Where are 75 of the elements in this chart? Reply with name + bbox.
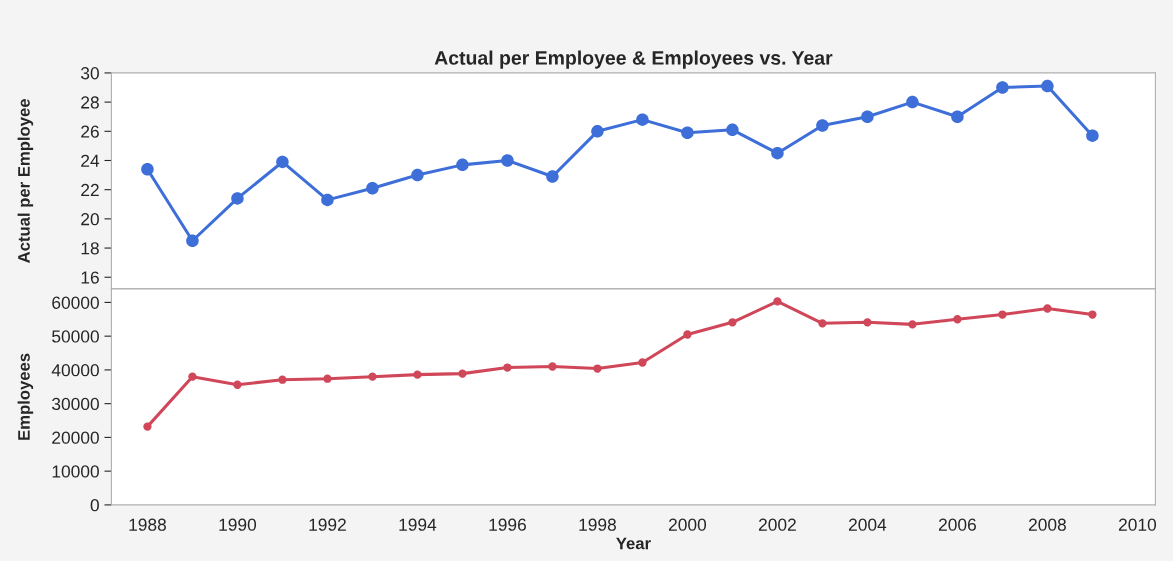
point xyxy=(953,315,962,324)
x-tick-label: 1988 xyxy=(129,518,166,531)
point xyxy=(773,297,782,306)
chart-title: Actual per Employee & Employees vs. Year xyxy=(434,50,833,69)
point xyxy=(998,310,1007,319)
point xyxy=(188,372,197,381)
point xyxy=(951,110,964,123)
point xyxy=(141,163,154,176)
y-tick-label: 30000 xyxy=(52,397,99,411)
point xyxy=(863,318,872,327)
point xyxy=(593,364,602,373)
y-axis-title: Actual per Employee xyxy=(17,99,34,263)
point xyxy=(816,119,829,132)
point xyxy=(906,95,919,109)
y-tick-label: 40000 xyxy=(51,364,99,377)
point xyxy=(818,319,827,328)
point xyxy=(276,155,289,169)
point xyxy=(1086,129,1099,142)
x-tick-label: 2010 xyxy=(1118,518,1157,531)
y-tick-label: 50000 xyxy=(52,330,99,343)
y-tick-label: 26 xyxy=(81,125,99,138)
point xyxy=(771,146,784,160)
point xyxy=(278,375,287,384)
point xyxy=(726,123,739,137)
point xyxy=(411,168,424,182)
point xyxy=(1088,310,1097,319)
y-tick-label: 30 xyxy=(80,67,99,80)
point xyxy=(683,330,692,339)
x-tick-label: 2006 xyxy=(938,518,976,531)
point xyxy=(501,154,514,167)
point xyxy=(186,234,199,248)
point xyxy=(636,113,649,126)
x-tick-label: 2000 xyxy=(668,518,707,531)
point xyxy=(861,110,874,123)
y-tick-label: 20 xyxy=(81,213,99,226)
y-tick-label: 16 xyxy=(81,271,99,284)
point xyxy=(413,370,422,379)
point xyxy=(548,362,557,371)
point xyxy=(231,192,244,205)
x-axis-title: Year xyxy=(616,537,651,550)
y-tick-label: 28 xyxy=(81,96,99,109)
point xyxy=(996,81,1009,94)
x-tick-label: 2002 xyxy=(758,518,796,531)
point xyxy=(503,363,512,372)
point xyxy=(1043,304,1052,313)
point xyxy=(681,126,694,140)
x-tick-label: 1996 xyxy=(489,518,526,531)
point xyxy=(458,369,467,378)
y-tick-label: 22 xyxy=(81,183,99,196)
x-tick-label: 1998 xyxy=(579,518,616,531)
point xyxy=(546,170,559,183)
point xyxy=(638,358,647,367)
point xyxy=(456,158,469,172)
y-tick-label: 24 xyxy=(81,154,100,167)
x-tick-label: 1990 xyxy=(219,518,257,531)
point xyxy=(1041,79,1054,93)
x-tick-label: 1994 xyxy=(399,518,437,531)
y-tick-label: 18 xyxy=(81,242,99,255)
point xyxy=(591,125,604,138)
y-tick-label: 20000 xyxy=(52,431,99,444)
point xyxy=(908,320,917,329)
point xyxy=(368,372,377,381)
y-tick-label: 60000 xyxy=(52,296,99,309)
point xyxy=(233,380,242,389)
x-tick-label: 2008 xyxy=(1028,518,1066,531)
point xyxy=(323,374,332,383)
point xyxy=(321,193,334,207)
point xyxy=(366,181,379,195)
point xyxy=(143,422,152,431)
x-tick-label: 2004 xyxy=(848,518,887,531)
y-tick-label: 0 xyxy=(90,499,99,512)
x-tick-label: 1992 xyxy=(309,518,346,531)
point xyxy=(728,318,737,327)
y-tick-label: 10000 xyxy=(52,465,99,478)
y-axis-title: Employees xyxy=(17,353,34,440)
